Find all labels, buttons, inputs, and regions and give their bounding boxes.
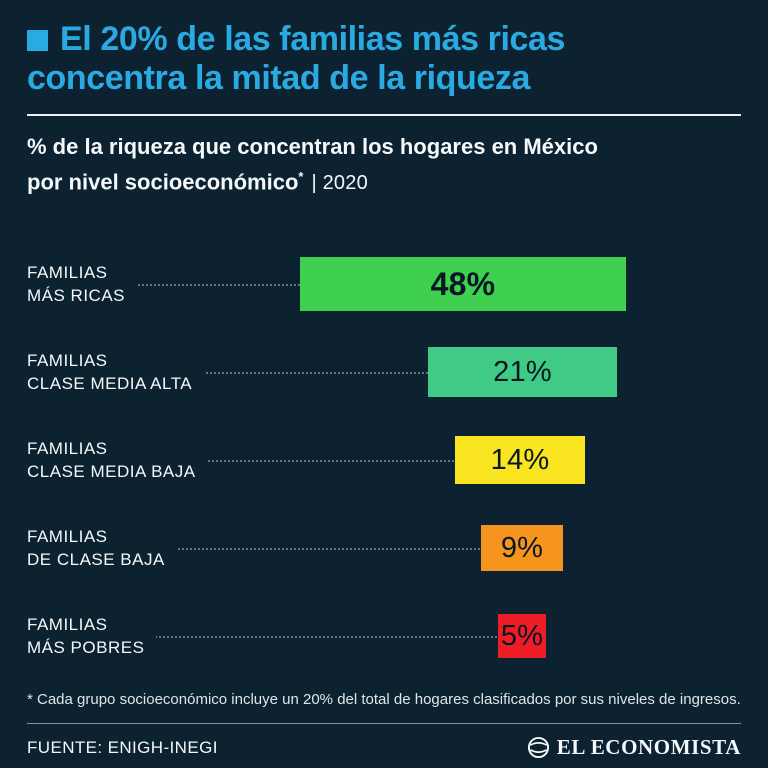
category-label: FAMILIAS CLASE MEDIA BAJA [27, 437, 208, 484]
category-label: FAMILIAS CLASE MEDIA ALTA [27, 349, 205, 396]
publisher-name: EL ECONOMISTA [556, 735, 741, 760]
chart-row-familias-mas-pobres: FAMILIAS MÁS POBRES 5% [27, 592, 741, 680]
category-label-line1: FAMILIAS [27, 263, 108, 283]
leader-dots [27, 284, 303, 287]
chart-subtitle-line1: % de la riqueza que concentran los hogar… [27, 134, 598, 159]
category-label-line1: FAMILIAS [27, 615, 108, 635]
chart-year: | 2020 [311, 172, 368, 195]
bar-familias-mas-pobres: 5% [498, 614, 546, 659]
title-bullet-square [27, 30, 48, 51]
leader-dots [27, 460, 458, 463]
chart-subtitle: % de la riqueza que concentran los hogar… [27, 132, 741, 198]
source-label: FUENTE: ENIGH-INEGI [27, 737, 218, 757]
bar-clase-media-alta: 21% [428, 347, 617, 398]
bar-clase-media-baja: 14% [455, 436, 585, 485]
chart-row-de-clase-baja: FAMILIAS DE CLASE BAJA 9% [27, 504, 741, 592]
category-label-line2: CLASE MEDIA BAJA [27, 462, 196, 482]
bar-value-label: 9% [500, 531, 544, 564]
bar-value-label: 5% [500, 619, 544, 652]
category-label: FAMILIAS DE CLASE BAJA [27, 525, 177, 572]
category-label-line2: MÁS POBRES [27, 638, 145, 658]
headline-line1-text: El 20% de las familias más ricas [60, 20, 566, 58]
headline-line2: concentra la mitad de la riqueza [27, 59, 531, 97]
category-label-line2: DE CLASE BAJA [27, 550, 165, 570]
el-economista-globe-icon [527, 736, 550, 759]
headline-line1: El 20% de las familias más ricas [27, 20, 741, 59]
chart-subtitle-line2: por nivel socioeconómico* | 2020 [27, 162, 741, 198]
footer-divider [27, 723, 741, 725]
chart-row-clase-media-alta: FAMILIAS CLASE MEDIA ALTA 21% [27, 328, 741, 416]
category-label-line2: CLASE MEDIA ALTA [27, 374, 193, 394]
chart-row-clase-media-baja: FAMILIAS CLASE MEDIA BAJA 14% [27, 416, 741, 504]
leader-dots [27, 548, 484, 551]
category-label-line2: MÁS RICAS [27, 286, 126, 306]
bar-de-clase-baja: 9% [481, 525, 563, 572]
category-label-line1: FAMILIAS [27, 527, 108, 547]
category-label: FAMILIAS MÁS RICAS [27, 261, 138, 308]
footnote-asterisk: * [298, 169, 304, 184]
footer: FUENTE: ENIGH-INEGI EL ECONOMISTA [27, 735, 741, 760]
bar-familias-mas-ricas: 48% [300, 257, 626, 312]
bar-value-label: 48% [430, 265, 496, 302]
chart-subtitle-line2-text: por nivel socioeconómico [27, 169, 299, 195]
category-label-line1: FAMILIAS [27, 439, 108, 459]
bar-value-label: 21% [493, 355, 552, 388]
leader-dots [27, 372, 431, 375]
category-label: FAMILIAS MÁS POBRES [27, 613, 157, 660]
publisher-logo: EL ECONOMISTA [527, 735, 741, 760]
chart-footnote: * Cada grupo socioeconómico incluye un 2… [27, 691, 741, 709]
header-divider [27, 114, 741, 116]
category-label-line1: FAMILIAS [27, 351, 108, 371]
bar-chart: FAMILIAS MÁS RICAS 48% FAMILIAS CLASE ME… [27, 240, 741, 680]
leader-dots [27, 636, 501, 639]
headline: El 20% de las familias más ricas concent… [27, 20, 741, 98]
bar-value-label: 14% [490, 443, 550, 476]
chart-row-familias-mas-ricas: FAMILIAS MÁS RICAS 48% [27, 240, 741, 328]
